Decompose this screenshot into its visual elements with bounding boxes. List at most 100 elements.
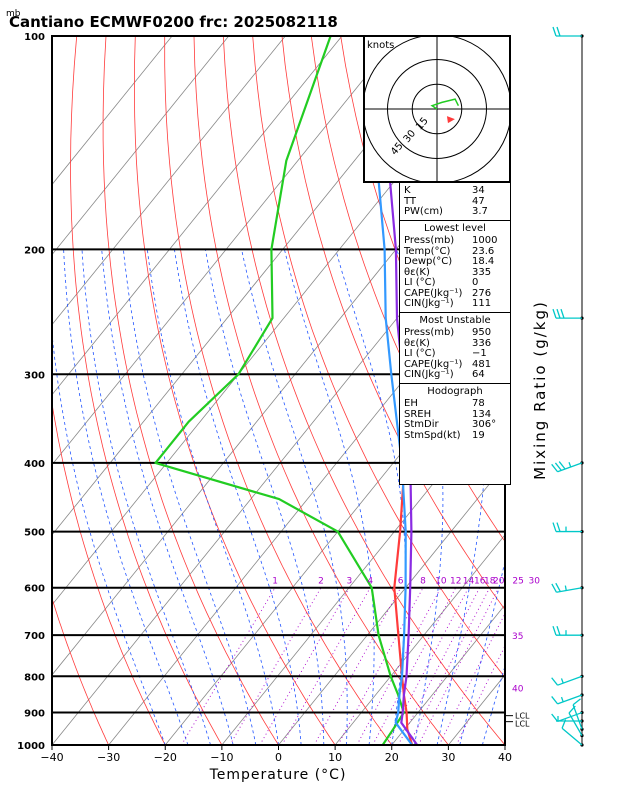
indices-panel: K 34 TT 47 PW(cm) 3.7 Lowest level Press(mb… (399, 182, 511, 485)
chart-title: Cantiano ECMWF0200 frc: 2025082118 (9, 13, 338, 31)
moist-adiabat-line (205, 249, 325, 745)
wind-barb (551, 711, 583, 723)
isotherm-line (52, 36, 456, 536)
mixing-ratio-label: 14 (463, 577, 475, 587)
mixing-ratio-line (229, 587, 322, 745)
moist-adiabat-line (284, 249, 375, 745)
mixing-ratio-line (385, 587, 469, 745)
mixing-ratio-label: 8 (420, 577, 426, 587)
general-indices: K 34 TT 47 PW(cm) 3.7 (400, 183, 510, 221)
wind-barb (552, 26, 582, 37)
hodograph-index-value: 134 (472, 408, 492, 420)
isotherm-line (221, 394, 505, 745)
storm-motion-marker (446, 116, 455, 124)
temperature-tick-label: 20 (385, 751, 399, 764)
lowest-level-value: 23.6 (472, 245, 495, 257)
mixing-ratio-label: 25 (512, 577, 523, 587)
wind-barb (551, 694, 583, 705)
lowest-level-value: 18.4 (472, 256, 495, 267)
lowest-level-label: Temp(°C) (404, 245, 451, 257)
wind-barb (551, 675, 583, 686)
pressure-tick-label: 400 (24, 459, 45, 470)
wind-barb (561, 719, 583, 746)
isotherm-line (52, 183, 505, 745)
wind-barb (551, 582, 583, 593)
lowest-level-value: 335 (472, 266, 492, 278)
pressure-tick-label: 100 (24, 32, 45, 43)
hodograph-index-title: Hodograph (427, 385, 483, 397)
isotherm-line (108, 253, 505, 745)
lowest-level-row: Press(mb) 1000 (404, 235, 506, 247)
most-unstable-row: θε(K) 336 (404, 337, 506, 350)
mixing-ratio-label: 1 (272, 577, 278, 587)
wind-barb (551, 461, 583, 473)
mixing-ratio-label: 3 (346, 577, 352, 587)
right-axis-title: Mixing Ratio (g/kg) (531, 300, 549, 480)
mixing-ratio-label: 10 (435, 577, 447, 587)
dry-adiabat-line (281, 36, 505, 611)
mixing-ratio-label: 6 (398, 577, 404, 587)
parcel-profile (374, 92, 413, 745)
mixing-ratio-label: 20 (493, 577, 505, 587)
lowest-level-row: Temp(°C) 23.6 (404, 245, 506, 258)
pressure-tick-label: 1000 (17, 741, 45, 752)
mixing-ratio-line (313, 587, 402, 745)
tt-value: 47 (472, 195, 485, 207)
hodograph-index-row: SREH 134 (404, 408, 506, 421)
moist-adiabat-line (174, 249, 302, 745)
lowest-level-row: θε(K) 335 (404, 266, 506, 279)
mixing-ratio-line (181, 587, 276, 745)
lowest-level-row: CAPE(Jkg⁻¹) 276 (404, 287, 506, 300)
lowest-level-title: Lowest level (424, 222, 486, 234)
most-unstable-row: CAPE(Jkg⁻¹) 481 (404, 359, 506, 371)
wind-barb (572, 698, 583, 730)
hodograph-index-value: 306° (472, 419, 497, 430)
lowest-level-label: Dewp(°C) (404, 256, 453, 267)
lowest-level-value: 111 (472, 298, 492, 309)
lowest-level-label: θε(K) (404, 266, 430, 278)
dry-adiabat-line (102, 36, 279, 745)
dry-adiabat-line (310, 36, 505, 543)
lowest-level-value: 276 (472, 287, 492, 299)
pressure-tick-label: 300 (24, 370, 45, 381)
most-unstable-label: CIN(Jkg⁻¹) (404, 369, 454, 380)
mixing-ratio-label: 16 (474, 577, 486, 587)
most-unstable-value: 950 (472, 327, 492, 338)
temperature-tick-label: −20 (154, 751, 177, 764)
isotherm-line (52, 36, 286, 326)
lowest-level-label: CAPE(Jkg⁻¹) (404, 287, 463, 299)
wind-barb (552, 522, 582, 533)
pw-value: 3.7 (472, 206, 488, 217)
moist-adiabat-line (81, 249, 211, 745)
mixing-ratio-line (408, 587, 491, 745)
dry-adiabat-line (164, 36, 393, 745)
dry-adiabat-line (222, 36, 505, 745)
theta-e-label: 35 (512, 632, 523, 642)
most-unstable-value: 336 (472, 337, 492, 349)
mixing-ratio-label: 30 (529, 577, 541, 587)
dewpoint-profile (154, 36, 405, 745)
lowest-level-value: 0 (472, 277, 479, 288)
lcl-label-virtual: LCL (515, 720, 530, 729)
mixing-ratio-label: 12 (450, 577, 461, 587)
virtual-parcel-profile (386, 92, 419, 745)
dry-adiabat-line (193, 36, 449, 745)
moist-adiabat-line (241, 249, 348, 745)
most-unstable-section: Most Unstable Press(mb) 950 θε(K) 336 LI (°C… (400, 313, 510, 384)
pressure-tick-label: 800 (24, 672, 45, 683)
pressure-tick-label: 900 (24, 709, 45, 720)
most-unstable-title: Most Unstable (419, 314, 491, 326)
hodograph-index-row: StmSpd(kt) 19 (404, 430, 506, 442)
pressure-tick-label: 200 (24, 245, 45, 256)
isotherm-line (52, 36, 173, 186)
most-unstable-label: LI (°C) (404, 348, 436, 359)
hodograph-index-label: StmDir (404, 419, 439, 430)
most-unstable-row: LI (°C) −1 (404, 348, 506, 360)
x-axis-title: Temperature (°C) (209, 767, 347, 783)
lowest-level-row: Dewp(°C) 18.4 (404, 256, 506, 268)
isotherm-line (52, 36, 230, 256)
most-unstable-label: θε(K) (404, 337, 430, 349)
pw-label: PW(cm) (404, 206, 443, 217)
tt-label: TT (404, 195, 417, 207)
